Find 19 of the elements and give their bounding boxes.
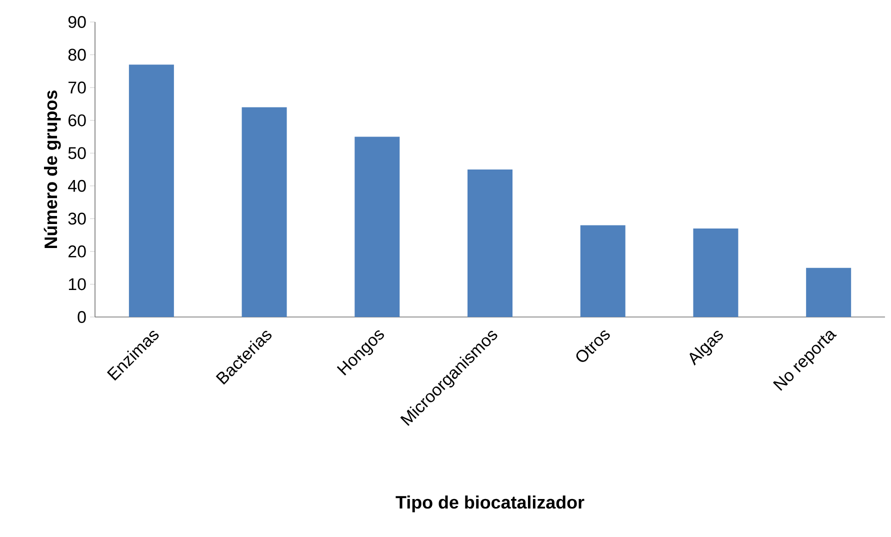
y-tick-label: 90 — [68, 16, 86, 28]
y-tick-label: 50 — [68, 147, 86, 160]
y-tick-label: 10 — [68, 278, 86, 290]
y-axis-title: Número de grupos — [44, 90, 61, 248]
bar — [580, 225, 626, 317]
y-tick-label: 80 — [68, 48, 86, 61]
bar — [468, 169, 513, 317]
bar — [242, 107, 287, 317]
bar — [128, 64, 174, 317]
bar — [806, 268, 852, 317]
y-tick-label: 40 — [68, 180, 86, 192]
y-tick-label: 60 — [68, 114, 86, 126]
y-tick-label: 30 — [68, 212, 86, 225]
y-tick-label: 70 — [68, 82, 86, 94]
y-tick-label: 0 — [78, 310, 86, 323]
bar — [354, 136, 400, 317]
y-tick-label: 20 — [68, 245, 86, 258]
bar — [693, 228, 738, 317]
x-axis-title: Tipo de biocatalizador — [396, 496, 584, 512]
